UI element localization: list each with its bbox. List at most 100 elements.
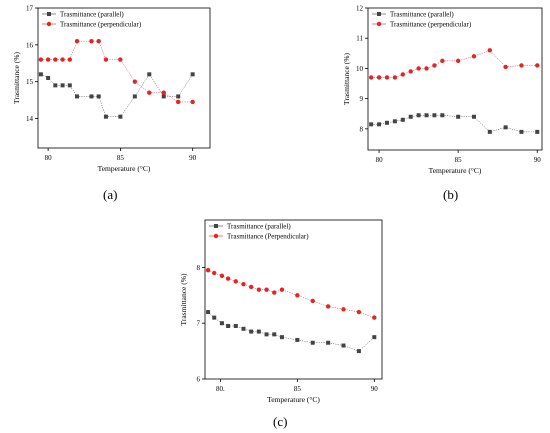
a-series-1-point bbox=[38, 57, 44, 62]
a-series-1-point bbox=[74, 38, 80, 44]
chart-b-svg: 80 85 90 8 9 10 11 12 Temperature (°C) Trasmittan… bbox=[342, 5, 543, 175]
b-legend-label-1: Trasmittance (perpendicular) bbox=[390, 21, 472, 29]
c-series-1-point bbox=[248, 284, 254, 290]
b-series-1-line bbox=[371, 50, 538, 78]
c-series-1-point bbox=[233, 279, 238, 284]
c-series-0-point bbox=[219, 321, 224, 326]
c-series-0-point bbox=[279, 335, 284, 340]
c-series-1-point bbox=[264, 287, 269, 292]
b-series-1-point bbox=[487, 48, 492, 53]
a-series-1-point bbox=[67, 57, 72, 62]
a-series-0-point bbox=[118, 114, 123, 119]
b-series-0-point bbox=[432, 113, 437, 118]
b-series-1-point bbox=[408, 69, 413, 74]
chart-panel-c: 80. 85 90 6 7 8 Temperature (°C) Trasmittance (… bbox=[170, 212, 400, 412]
a-series-1-point bbox=[147, 90, 152, 95]
c-series-0-point bbox=[356, 349, 361, 354]
b-series-1-point bbox=[368, 75, 374, 80]
c-legend-label-0: Trasmittance (parallel) bbox=[227, 223, 291, 231]
c-series-1-point bbox=[205, 268, 211, 273]
a-series-1-point bbox=[89, 38, 94, 44]
a-series-0-point bbox=[38, 72, 43, 77]
b-series-0-line bbox=[371, 115, 538, 133]
a-x-tick-label: 90 bbox=[189, 154, 197, 162]
b-legend-label-0: Trasmittance (parallel) bbox=[390, 11, 454, 19]
c-x-tick-label: 90 bbox=[371, 385, 379, 393]
a-series-0-point bbox=[190, 72, 195, 77]
b-series-1-point bbox=[535, 63, 540, 68]
a-y-tick-label: 17 bbox=[26, 5, 34, 13]
c-series-0-point bbox=[226, 324, 231, 328]
c-x-tick-label: 80. bbox=[216, 385, 225, 393]
b-series-0-point bbox=[519, 129, 524, 134]
a-series-0-point bbox=[89, 94, 94, 99]
a-plot-frame bbox=[37, 7, 211, 149]
a-legend-label-0: Trasmittance (parallel) bbox=[60, 11, 124, 19]
a-series-0-point bbox=[75, 94, 80, 99]
c-series-0-point bbox=[256, 329, 261, 334]
b-series-0-point bbox=[424, 113, 429, 118]
a-y-tick-label: 15 bbox=[26, 78, 34, 86]
b-series-0-point bbox=[535, 129, 540, 134]
chart-panel-a: 80 85 90 14 15 16 17 Temperature (°C) Trasmittan… bbox=[0, 0, 270, 180]
b-y-tick-label: 12 bbox=[356, 5, 364, 13]
a-series-0-point bbox=[103, 114, 108, 119]
c-series-1-point bbox=[356, 309, 362, 315]
c-series-0-point bbox=[264, 332, 269, 337]
b-series-0-point bbox=[503, 125, 508, 130]
c-series-0-point bbox=[310, 340, 315, 345]
b-y-tick-label: 11 bbox=[356, 35, 363, 43]
c-series-1-point bbox=[279, 287, 285, 292]
c-series-1-point bbox=[372, 315, 377, 320]
b-series-1-point bbox=[432, 63, 437, 68]
a-x-tick-label: 80 bbox=[45, 154, 53, 162]
b-series-0-point bbox=[471, 114, 476, 119]
c-series-0-point bbox=[272, 332, 277, 337]
b-series-0-point bbox=[456, 114, 461, 119]
b-x-tick-label: 85 bbox=[455, 156, 463, 164]
a-series-0-point bbox=[60, 83, 65, 88]
c-series-1-point bbox=[241, 281, 246, 287]
c-series-0-line bbox=[207, 311, 375, 352]
b-series-0-point bbox=[408, 114, 413, 119]
a-series-0-point bbox=[96, 94, 101, 99]
b-series-1-point bbox=[384, 75, 390, 80]
b-legend-marker-1 bbox=[376, 21, 382, 27]
c-series-1-point bbox=[341, 307, 346, 312]
panel-label-b: (b) bbox=[443, 187, 459, 202]
c-series-0-point bbox=[341, 343, 346, 348]
chart-panel-b: 80 85 90 8 9 10 11 12 Temperature (°C) Trasmittan… bbox=[330, 0, 550, 180]
c-plot-frame bbox=[204, 219, 383, 380]
a-legend-marker-0 bbox=[47, 12, 51, 16]
b-series-0-point bbox=[416, 113, 421, 118]
b-series-1-point bbox=[503, 64, 508, 70]
b-y-tick-label: 9 bbox=[360, 95, 364, 103]
a-series-1-point bbox=[60, 57, 65, 62]
b-x-tick-label: 90 bbox=[534, 156, 542, 164]
b-plot-frame bbox=[367, 7, 543, 151]
c-series-0-point bbox=[206, 310, 211, 315]
b-legend-marker-0 bbox=[377, 12, 381, 16]
a-y-axis-label: Trasmittance (%) bbox=[12, 52, 21, 105]
c-legend-marker-0 bbox=[214, 224, 218, 228]
c-y-tick-label: 6 bbox=[197, 376, 201, 384]
a-x-axis-label: Temperature (°C) bbox=[98, 164, 151, 173]
a-x-tick-label: 85 bbox=[117, 154, 125, 162]
panel-label-c: (c) bbox=[273, 414, 288, 429]
b-series-0-point bbox=[487, 129, 492, 134]
c-series-0-point bbox=[241, 326, 246, 331]
b-series-0-point bbox=[377, 122, 382, 127]
b-series-1-point bbox=[440, 58, 445, 64]
a-y-tick-label: 16 bbox=[26, 41, 34, 49]
c-series-1-point bbox=[219, 273, 225, 278]
b-series-1-point bbox=[400, 72, 405, 77]
c-x-axis-label: Temperature (°C) bbox=[267, 395, 320, 404]
a-series-0-point bbox=[161, 94, 166, 99]
a-series-0-point bbox=[53, 83, 58, 88]
b-series-1-point bbox=[471, 54, 477, 59]
c-series-0-point bbox=[372, 335, 377, 340]
a-series-0-point bbox=[176, 94, 181, 99]
panel-label-a: (a) bbox=[103, 187, 118, 202]
a-y-tick-label: 14 bbox=[26, 115, 34, 123]
a-series-1-point bbox=[96, 38, 101, 44]
